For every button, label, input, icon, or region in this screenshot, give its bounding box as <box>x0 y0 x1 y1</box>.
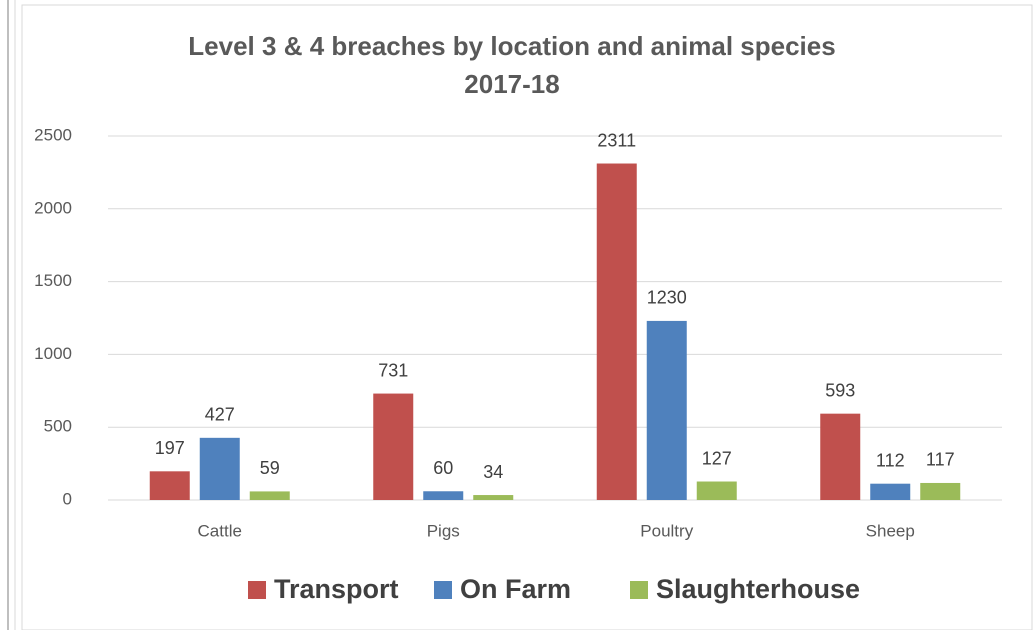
data-label: 112 <box>876 450 905 470</box>
bar <box>696 481 737 500</box>
bar <box>149 471 190 500</box>
bar <box>596 163 637 500</box>
data-label: 731 <box>378 360 408 380</box>
chart-title: Level 3 & 4 breaches by location and ani… <box>188 31 835 61</box>
bar <box>870 483 911 500</box>
bar <box>373 393 414 500</box>
bar <box>199 437 240 500</box>
y-tick-label: 1000 <box>34 344 72 363</box>
legend-label: On Farm <box>460 574 571 604</box>
bar <box>423 491 464 500</box>
data-label: 1230 <box>647 288 687 308</box>
x-tick-label: Sheep <box>866 521 915 540</box>
legend-label: Transport <box>274 574 399 604</box>
data-label: 593 <box>825 380 855 400</box>
y-tick-label: 2500 <box>34 125 72 144</box>
bar <box>646 320 687 500</box>
legend-swatch <box>630 581 648 599</box>
data-label: 34 <box>483 462 503 482</box>
chart-title: 2017-18 <box>464 69 559 99</box>
bar <box>920 482 961 500</box>
data-label: 197 <box>155 438 185 458</box>
y-tick-label: 2000 <box>34 198 72 217</box>
data-label: 60 <box>433 458 453 478</box>
legend-swatch <box>248 581 266 599</box>
data-label: 127 <box>702 448 732 468</box>
bar <box>820 413 861 500</box>
x-tick-label: Pigs <box>427 521 460 540</box>
data-label: 117 <box>926 450 955 470</box>
y-tick-label: 1500 <box>34 271 72 290</box>
bar <box>249 491 290 500</box>
data-label: 427 <box>205 405 235 425</box>
data-label: 59 <box>260 458 280 478</box>
y-tick-label: 0 <box>63 489 72 508</box>
bar <box>473 495 514 500</box>
y-tick-label: 500 <box>44 417 72 436</box>
x-tick-label: Poultry <box>640 521 693 540</box>
chart-border <box>21 4 1033 630</box>
x-tick-label: Cattle <box>198 521 242 540</box>
legend-swatch <box>434 581 452 599</box>
legend-label: Slaughterhouse <box>656 574 860 604</box>
data-label: 2311 <box>597 130 636 150</box>
